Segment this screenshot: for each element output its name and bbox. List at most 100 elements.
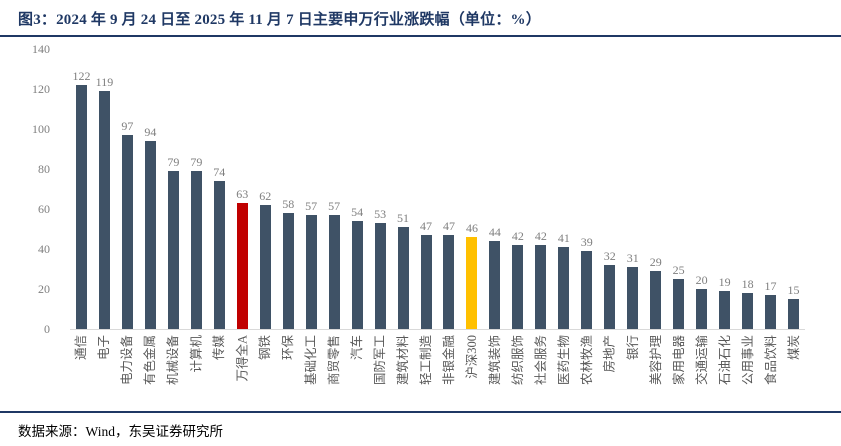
bar-group: 57 基础化工 xyxy=(300,49,323,386)
bar-value-label: 63 xyxy=(236,187,249,201)
bar-value-label: 20 xyxy=(695,273,708,287)
bar xyxy=(719,291,731,329)
x-category-label: 通信 xyxy=(74,335,89,361)
bar-group: 15 煤炭 xyxy=(782,49,805,361)
x-category-label: 商贸零售 xyxy=(327,335,342,386)
bar-group: 25 家用电器 xyxy=(667,49,690,386)
bar-value-label: 47 xyxy=(420,219,433,233)
x-category-label: 石油石化 xyxy=(717,335,732,386)
bar xyxy=(98,91,110,329)
bar-value-label: 47 xyxy=(442,219,455,233)
bar-group: 57 商贸零售 xyxy=(323,49,346,386)
bar xyxy=(466,237,478,329)
bar-group: 18 公用事业 xyxy=(736,49,759,386)
bar xyxy=(259,205,271,329)
bar xyxy=(328,215,340,329)
x-category-label: 公用事业 xyxy=(740,335,755,386)
x-category-label: 建筑装饰 xyxy=(487,335,502,386)
bar-group: 47 轻工制造 xyxy=(415,49,438,386)
bar-value-label: 79 xyxy=(167,155,180,169)
bar xyxy=(627,267,639,329)
bar-value-label: 57 xyxy=(328,199,341,213)
bar-value-label: 31 xyxy=(626,251,639,265)
bar xyxy=(512,245,524,329)
bar-group: 54 汽车 xyxy=(346,49,369,361)
x-category-label: 传媒 xyxy=(212,335,227,361)
y-axis: 0 20 40 60 80 100 120 140 xyxy=(24,42,50,336)
x-category-label: 农林牧渔 xyxy=(579,335,594,386)
x-category-label: 纺织服饰 xyxy=(510,335,525,386)
y-tick-label: 40 xyxy=(38,242,50,256)
bar-value-label: 122 xyxy=(72,69,91,83)
bar-group: 31 银行 xyxy=(621,49,644,361)
x-category-label: 医药生物 xyxy=(556,335,571,386)
bar-value-label: 46 xyxy=(465,221,478,235)
data-source: 数据来源：Wind，东吴证券研究所 xyxy=(18,424,223,439)
bar-value-label: 19 xyxy=(718,275,731,289)
bar-group: 51 建筑材料 xyxy=(392,49,415,386)
bar xyxy=(213,181,225,329)
bar-value-label: 44 xyxy=(488,225,501,239)
bar-group: 63 万得全A xyxy=(231,49,254,382)
bar xyxy=(374,223,386,329)
bar-value-label: 41 xyxy=(557,231,570,245)
y-tick-label: 120 xyxy=(32,82,50,96)
bar-group: 17 食品饮料 xyxy=(759,49,782,386)
bar xyxy=(650,271,662,329)
bar xyxy=(144,141,156,329)
x-category-label: 钢铁 xyxy=(258,335,273,361)
bar xyxy=(397,227,409,329)
bar-value-label: 58 xyxy=(282,197,295,211)
bar-group: 97 电力设备 xyxy=(116,49,139,386)
bar-group: 94 有色金属 xyxy=(139,49,162,386)
bar-value-label: 74 xyxy=(213,165,226,179)
x-category-label: 电子 xyxy=(97,335,112,361)
x-category-label: 银行 xyxy=(625,335,640,361)
x-category-label: 沪深300 xyxy=(464,335,479,379)
x-category-label: 万得全A xyxy=(235,335,250,382)
bar xyxy=(121,135,133,329)
x-category-label: 有色金属 xyxy=(143,335,158,386)
bar-group: 74 传媒 xyxy=(208,49,231,361)
bar-value-label: 53 xyxy=(374,207,387,221)
bar-value-label: 39 xyxy=(580,235,593,249)
bar-value-label: 57 xyxy=(305,199,318,213)
x-category-label: 煤炭 xyxy=(786,335,801,361)
bar-group: 79 机械设备 xyxy=(162,49,185,386)
x-category-label: 基础化工 xyxy=(304,335,319,386)
x-category-label: 家用电器 xyxy=(671,335,686,386)
bar-value-label: 51 xyxy=(397,211,410,225)
bar-group: 122 通信 xyxy=(70,49,93,361)
bar xyxy=(190,171,202,329)
x-category-label: 房地产 xyxy=(602,335,617,373)
bar-value-label: 97 xyxy=(121,119,134,133)
bar xyxy=(742,293,754,329)
bar-value-label: 94 xyxy=(144,125,157,139)
bar-group: 42 纺织服饰 xyxy=(506,49,529,386)
plot-area: 122 通信 119 电子 97 电力设备 94 有色金属 79 机械设备 79 计算机 74 传媒 63 万… xyxy=(70,49,805,386)
bar-group: 44 建筑装饰 xyxy=(483,49,506,386)
bar-group: 19 石油石化 xyxy=(713,49,736,386)
bar-value-label: 15 xyxy=(787,283,800,297)
bar xyxy=(305,215,317,329)
title-divider xyxy=(0,35,841,37)
bar-value-label: 17 xyxy=(764,279,777,293)
bar-group: 79 计算机 xyxy=(185,49,208,373)
bar xyxy=(443,235,455,329)
y-tick-label: 20 xyxy=(38,282,50,296)
bar xyxy=(167,171,179,329)
bar xyxy=(788,299,800,329)
x-category-label: 建筑材料 xyxy=(396,335,411,386)
x-category-label: 非银金融 xyxy=(441,335,456,386)
bar-group: 41 医药生物 xyxy=(552,49,575,386)
x-category-label: 汽车 xyxy=(350,335,365,361)
bar-group: 62 钢铁 xyxy=(254,49,277,361)
bar xyxy=(558,247,570,329)
x-category-label: 社会服务 xyxy=(533,335,548,386)
x-category-label: 计算机 xyxy=(189,335,204,373)
bar-value-label: 119 xyxy=(95,75,114,89)
bar-group: 32 房地产 xyxy=(598,49,621,373)
bar xyxy=(282,213,294,329)
bar xyxy=(535,245,547,329)
